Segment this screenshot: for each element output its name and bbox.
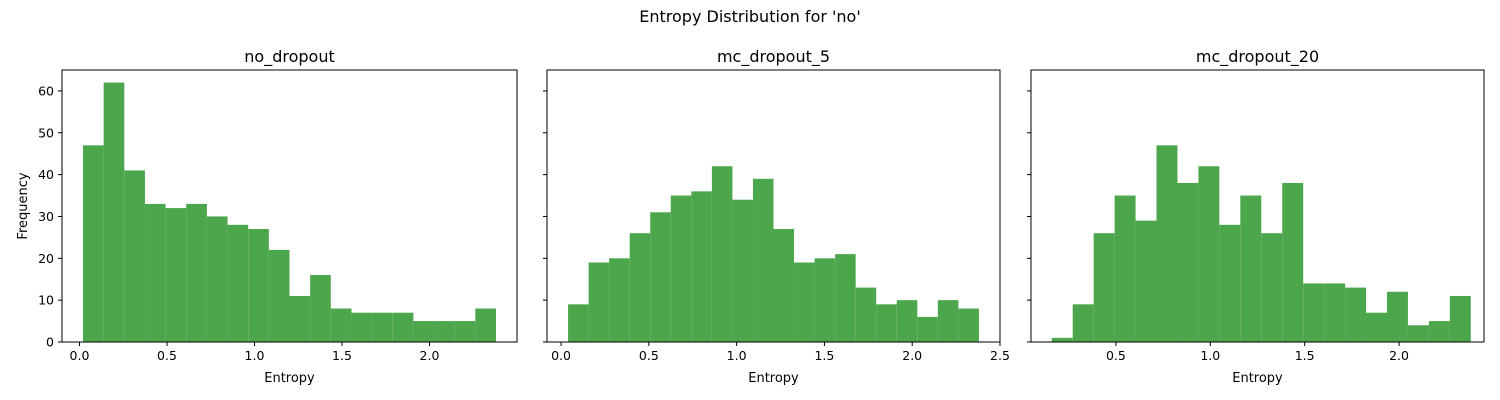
x-tick-label: 1.5 [1295,348,1315,363]
histogram-bar [937,300,959,342]
x-tick-label: 0.5 [157,348,177,363]
histogram-bar [752,178,774,342]
histogram-bar [434,321,455,342]
histogram-bar [268,249,290,342]
histogram-bar [1072,304,1094,342]
histogram-bar [814,258,836,342]
panel-mc_dropout_5: mc_dropout_5 0.0 0.5 1.0 1.5 2.0 2.5 Entropy [543,47,1010,386]
histogram-bar [732,199,753,342]
histogram-bar [83,145,104,342]
histogram-bar [1051,337,1073,342]
x-tick-label: 1.0 [245,348,265,363]
x-tick-label: 0.0 [551,348,571,363]
histogram-bar [691,191,712,342]
histogram-bar [917,316,938,342]
histogram-bar [773,229,795,342]
histogram-bar [876,304,897,342]
x-tick-label: 1.5 [332,348,352,363]
histogram-bar [855,287,877,342]
histogram-bar [1386,291,1408,342]
x-axis-label: Entropy [748,371,799,386]
x-axis-label: Entropy [1232,371,1283,386]
x-axis-label: Entropy [264,371,315,386]
histogram-bar [1428,321,1450,342]
histogram-bar [124,170,145,342]
histogram-bar [1219,224,1241,342]
histogram-bar [1156,145,1178,342]
x-tick-label: 2.0 [902,348,922,363]
histogram-bar [1177,182,1199,342]
y-tick-label: 40 [38,167,54,182]
y-tick-label: 0 [46,335,54,350]
histogram-bar [1114,195,1136,342]
histogram-bar [165,208,187,342]
x-tick-label: 1.5 [814,348,834,363]
panel-mc_dropout_20: mc_dropout_20 0.5 1.0 1.5 2.0 Entropy [1027,47,1485,386]
panel-title: no_dropout [244,47,334,67]
histogram-bar [1093,233,1115,342]
histogram-bar [351,312,373,342]
x-tick-label: 1.0 [727,348,747,363]
panel-no_dropout: no_dropout 0.0 0.5 1.0 1.5 2.0 0 10 20 30 40 50 60 En… [38,47,518,386]
x-tick-label: 0.5 [639,348,659,363]
panel-title: mc_dropout_20 [1196,47,1319,67]
histogram-bar [670,195,692,342]
histogram-bar [1407,325,1429,342]
histogram-bar [1135,220,1157,342]
x-tick-label: 2.5 [990,348,1010,363]
plot-frame [546,69,1001,343]
x-tick-label: 0.5 [1106,348,1126,363]
histogram-bar [330,308,352,342]
y-tick-label: 60 [38,83,54,98]
histogram-bar [1345,287,1367,342]
histogram-bar [1198,166,1220,342]
histogram-bar [629,233,651,342]
x-tick-label: 2.0 [420,348,440,363]
x-tick-label: 0.0 [70,348,90,363]
histogram-bar [835,254,856,342]
y-axis-label: Frequency [16,172,31,239]
histogram-bar [896,300,918,342]
histogram-bar [310,275,331,342]
x-tick-label: 1.0 [1200,348,1220,363]
histogram-bar [650,212,671,342]
y-tick-label: 10 [38,293,54,308]
histogram-bar [711,166,733,342]
histogram-bar [1261,233,1283,342]
panel-title: mc_dropout_5 [717,47,830,67]
y-tick-label: 50 [38,125,54,140]
figure-suptitle: Entropy Distribution for 'no' [639,7,861,26]
histogram-bar [588,262,610,342]
histogram-bar [413,321,435,342]
histogram-bar [1324,283,1346,342]
histogram-bar [609,258,630,342]
plot-frame [1030,69,1485,343]
histogram-bar [372,312,393,342]
histogram-bar [1303,283,1325,342]
histogram-bar [1449,295,1471,342]
histogram-bar [1282,182,1304,342]
histogram-bar [144,203,166,342]
histogram-bar [794,262,815,342]
histogram-bar [454,321,476,342]
histogram-panels: no_dropout 0.0 0.5 1.0 1.5 2.0 0 10 20 30 40 50 60 En… [38,47,1485,386]
histogram-bar [958,308,979,342]
histogram-bar [103,82,125,343]
histogram-bar [289,295,311,342]
histogram-bar [186,203,207,342]
histogram-bar [475,308,496,342]
x-tick-label: 2.0 [1389,348,1409,363]
plot-frame [61,69,518,343]
y-tick-label: 30 [38,209,54,224]
histogram-bar [392,312,414,342]
y-tick-label: 20 [38,251,54,266]
histogram-bar [206,216,228,342]
histogram-bar [1240,195,1262,342]
histogram-bar [1366,312,1387,342]
histogram-bar [227,224,249,342]
histogram-bar [568,304,589,342]
histogram-bar [248,229,269,342]
